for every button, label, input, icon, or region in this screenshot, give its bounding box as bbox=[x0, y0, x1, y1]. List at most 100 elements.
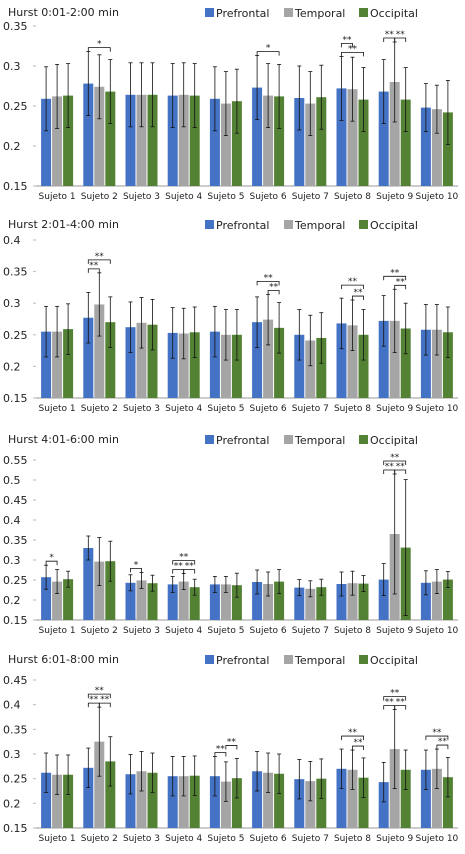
significance-bracket bbox=[87, 693, 111, 699]
category-label: Sujeto 8 bbox=[334, 626, 371, 636]
category-label: Sujeto 6 bbox=[250, 834, 287, 844]
bar-prefrontal bbox=[41, 331, 52, 398]
category-label: Sujeto 4 bbox=[165, 626, 202, 636]
significance-label: ** bbox=[348, 44, 358, 54]
significance-label: * bbox=[134, 560, 139, 570]
category-label: Sujeto 4 bbox=[165, 192, 202, 202]
bar-prefrontal bbox=[252, 582, 263, 620]
category-label: Sujeto 1 bbox=[39, 626, 76, 636]
bar-prefrontal bbox=[41, 577, 52, 620]
y-tick-label: 0.5 bbox=[3, 474, 21, 487]
significance-bracket bbox=[225, 745, 238, 750]
bar-temporal bbox=[347, 769, 358, 828]
bar-temporal bbox=[389, 320, 400, 398]
bar-occipital bbox=[63, 579, 74, 620]
bar-occipital bbox=[147, 324, 158, 398]
significance-label: * bbox=[49, 553, 54, 563]
bar-temporal bbox=[305, 340, 316, 398]
bar-prefrontal bbox=[209, 776, 220, 828]
bar-temporal bbox=[220, 781, 231, 828]
bar-temporal bbox=[347, 325, 358, 398]
bar-occipital bbox=[105, 322, 116, 398]
bar-occipital bbox=[105, 561, 116, 620]
bar-prefrontal bbox=[378, 320, 389, 398]
bar-temporal bbox=[136, 322, 147, 398]
bar-temporal bbox=[136, 580, 147, 620]
legend-swatch-temporal bbox=[284, 220, 293, 229]
significance-bracket bbox=[87, 268, 100, 273]
bar-temporal bbox=[263, 584, 274, 620]
legend-label-temporal: Temporal bbox=[294, 434, 345, 447]
bar-temporal bbox=[220, 584, 231, 620]
bar-occipital bbox=[189, 775, 200, 828]
bar-occipital bbox=[400, 328, 411, 398]
y-tick-label: 0.45 bbox=[3, 674, 28, 687]
y-tick-label: 0.25 bbox=[3, 329, 28, 342]
significance-bracket bbox=[45, 560, 58, 566]
significance-bracket bbox=[87, 259, 111, 264]
chart-panel-2: Hurst 2:01-4:00 min Prefrontal Temporal Occ… bbox=[3, 218, 459, 414]
bar-prefrontal bbox=[41, 772, 52, 828]
bar-prefrontal bbox=[125, 582, 136, 620]
bar-prefrontal bbox=[125, 94, 136, 186]
bar-prefrontal bbox=[125, 774, 136, 828]
category-label: Sujeto 2 bbox=[81, 192, 118, 202]
y-tick-label: 0.25 bbox=[3, 100, 28, 113]
bar-occipital bbox=[147, 94, 158, 186]
legend-label-occipital: Occipital bbox=[370, 434, 418, 447]
bar-occipital bbox=[358, 583, 369, 620]
category-label: Sujeto 5 bbox=[207, 626, 244, 636]
bar-temporal bbox=[136, 94, 147, 186]
bar-prefrontal bbox=[252, 322, 263, 398]
bar-prefrontal bbox=[252, 771, 263, 828]
bar-temporal bbox=[305, 588, 316, 620]
legend-swatch-prefrontal bbox=[205, 655, 214, 664]
significance-label: ** bbox=[216, 744, 226, 754]
bar-prefrontal bbox=[209, 584, 220, 620]
significance-label: ** bbox=[390, 268, 400, 278]
bar-occipital bbox=[442, 112, 453, 186]
y-tick-label: 0.3 bbox=[3, 748, 21, 761]
category-label: Sujeto 10 bbox=[415, 626, 458, 636]
bar-occipital bbox=[63, 774, 74, 828]
significance-bracket bbox=[98, 702, 111, 708]
y-tick-label: 0.3 bbox=[3, 554, 21, 567]
category-label: Sujeto 6 bbox=[250, 192, 287, 202]
significance-bracket bbox=[394, 469, 407, 474]
category-label: Sujeto 7 bbox=[292, 834, 329, 844]
bar-temporal bbox=[220, 103, 231, 186]
category-label: Sujeto 6 bbox=[250, 626, 287, 636]
significance-label: ** bbox=[390, 689, 400, 699]
y-tick-label: 0.4 bbox=[3, 699, 21, 712]
bar-prefrontal bbox=[378, 782, 389, 828]
significance-bracket bbox=[214, 752, 227, 757]
chart-title: Hurst 2:01-4:00 min bbox=[8, 218, 119, 231]
significance-bracket bbox=[436, 744, 449, 750]
category-label: Sujeto 7 bbox=[292, 404, 329, 414]
bar-occipital bbox=[274, 96, 285, 186]
bar-occipital bbox=[274, 327, 285, 398]
significance-bracket bbox=[383, 696, 407, 701]
significance-bracket bbox=[130, 568, 142, 573]
bar-occipital bbox=[231, 334, 242, 398]
y-tick-label: 0.55 bbox=[3, 454, 28, 467]
category-label: Sujeto 7 bbox=[292, 192, 329, 202]
bar-prefrontal bbox=[167, 95, 178, 186]
y-tick-label: 0.25 bbox=[3, 574, 28, 587]
bar-prefrontal bbox=[336, 323, 347, 398]
significance-bracket bbox=[394, 37, 407, 42]
category-label: Sujeto 10 bbox=[415, 192, 458, 202]
bar-occipital bbox=[400, 99, 411, 186]
legend-swatch-occipital bbox=[359, 220, 368, 229]
bar-occipital bbox=[105, 761, 116, 828]
bar-occipital bbox=[442, 332, 453, 398]
significance-label: ** bbox=[385, 30, 395, 40]
significance-bracket bbox=[256, 280, 280, 286]
significance-label: ** bbox=[396, 698, 406, 708]
bar-prefrontal bbox=[83, 83, 94, 186]
category-label: Sujeto 6 bbox=[250, 404, 287, 414]
bar-temporal bbox=[178, 581, 189, 620]
bar-prefrontal bbox=[167, 776, 178, 828]
bar-temporal bbox=[52, 331, 63, 398]
